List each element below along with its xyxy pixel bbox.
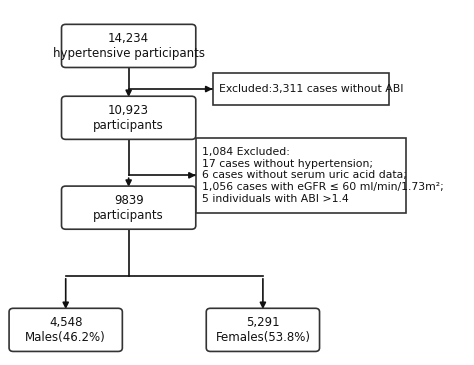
Bar [196, 138, 406, 213]
Text: 14,234
hypertensive participants: 14,234 hypertensive participants [53, 32, 205, 60]
FancyBboxPatch shape [206, 308, 319, 351]
Bar [212, 73, 389, 105]
Text: 4,548
Males(46.2%): 4,548 Males(46.2%) [25, 316, 106, 344]
Text: 9839
participants: 9839 participants [93, 194, 164, 222]
Text: 10,923
participants: 10,923 participants [93, 104, 164, 132]
FancyBboxPatch shape [62, 96, 196, 139]
FancyBboxPatch shape [62, 24, 196, 68]
Text: 5,291
Females(53.8%): 5,291 Females(53.8%) [215, 316, 310, 344]
Text: Excluded:3,311 cases without ABI: Excluded:3,311 cases without ABI [219, 84, 403, 94]
FancyBboxPatch shape [62, 186, 196, 229]
FancyBboxPatch shape [9, 308, 122, 351]
Text: 1,084 Excluded:
17 cases without hypertension;
6 cases without serum uric acid d: 1,084 Excluded: 17 cases without hyperte… [202, 147, 444, 204]
